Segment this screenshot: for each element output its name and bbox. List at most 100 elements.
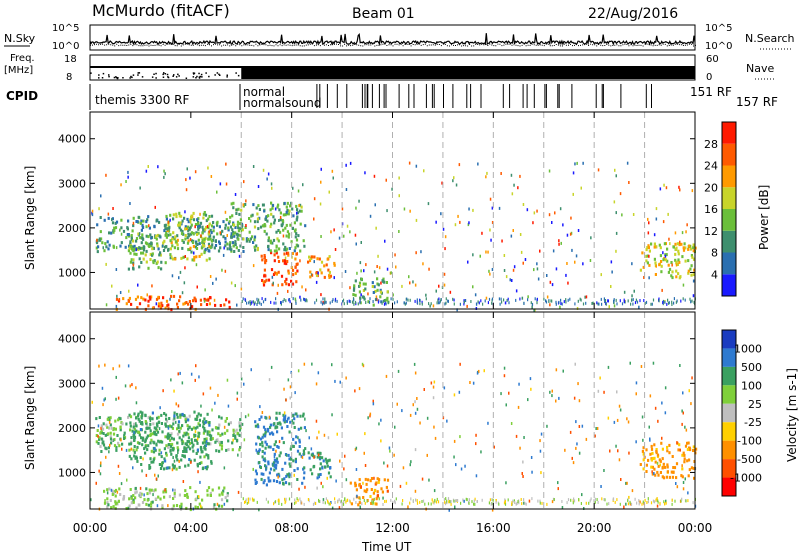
heatmap-cell xyxy=(171,255,173,259)
heatmap-cell xyxy=(165,233,168,237)
heatmap-cell xyxy=(647,497,649,501)
heatmap-cell xyxy=(101,386,104,390)
heatmap-cell xyxy=(143,498,146,502)
heatmap-cell xyxy=(380,300,383,304)
heatmap-cell xyxy=(285,419,288,423)
heatmap-cell xyxy=(468,501,470,505)
heatmap-cell xyxy=(491,301,493,305)
nave-dot xyxy=(90,72,92,74)
heatmap-cell xyxy=(532,221,534,225)
nave-dot xyxy=(101,77,104,79)
heatmap-cell xyxy=(319,202,322,206)
heatmap-cell xyxy=(500,297,502,301)
heatmap-cell xyxy=(294,441,297,445)
freq-trace xyxy=(90,66,695,80)
heatmap-cell xyxy=(444,500,446,504)
heatmap-cell xyxy=(232,428,235,432)
heatmap-cell xyxy=(504,301,507,305)
heatmap-cell xyxy=(276,430,279,434)
heatmap-cell xyxy=(491,221,494,224)
heatmap-cell xyxy=(514,501,516,504)
heatmap-cell xyxy=(149,233,152,237)
heatmap-cell xyxy=(279,230,282,234)
heatmap-cell xyxy=(129,384,131,388)
heatmap-cell xyxy=(688,389,690,393)
heatmap-cell xyxy=(187,239,190,243)
heatmap-cell xyxy=(141,469,143,473)
heatmap-cell xyxy=(106,488,109,492)
heatmap-cell xyxy=(138,265,141,269)
heatmap-cell xyxy=(115,246,118,250)
heatmap-cell xyxy=(262,280,265,284)
heatmap-cell xyxy=(687,247,690,251)
heatmap-cell xyxy=(177,404,180,408)
heatmap-cell xyxy=(206,442,209,445)
heatmap-cell xyxy=(157,233,160,237)
heatmap-cell xyxy=(123,434,126,438)
heatmap-cell xyxy=(293,249,296,253)
heatmap-cell xyxy=(328,274,331,278)
heatmap-cell xyxy=(202,431,205,435)
heatmap-cell xyxy=(138,503,141,507)
heatmap-cell xyxy=(112,432,116,436)
heatmap-cell xyxy=(316,257,319,261)
heatmap-cell xyxy=(518,501,520,505)
heatmap-cell xyxy=(178,226,181,230)
heatmap-cell xyxy=(241,300,243,303)
heatmap-cell xyxy=(184,442,187,446)
heatmap-cell xyxy=(333,228,335,232)
heatmap-cell xyxy=(219,246,222,250)
heatmap-cell xyxy=(510,422,513,425)
heatmap-cell xyxy=(533,268,535,272)
heatmap-cell xyxy=(305,429,307,433)
heatmap-cell xyxy=(258,216,261,220)
heatmap-cell xyxy=(132,494,135,497)
heatmap-cell xyxy=(175,467,178,471)
heatmap-cell xyxy=(266,219,269,223)
heatmap-cell xyxy=(111,493,114,496)
heatmap-cell xyxy=(674,499,676,503)
heatmap-cell xyxy=(271,283,274,287)
heatmap-cell xyxy=(149,297,152,301)
heatmap-cell xyxy=(274,500,276,504)
heatmap-cell xyxy=(113,228,116,232)
heatmap-cell xyxy=(369,479,372,483)
heatmap-cell xyxy=(260,254,263,258)
heatmap-cell xyxy=(224,240,227,244)
nsky-label: N.Sky xyxy=(4,32,36,45)
heatmap-cell xyxy=(414,371,417,375)
heatmap-cell xyxy=(659,471,662,474)
heatmap-cell xyxy=(177,372,179,376)
heatmap-cell xyxy=(284,497,286,501)
heatmap-cell xyxy=(135,386,137,390)
heatmap-cell xyxy=(156,430,160,434)
heatmap-cell xyxy=(301,285,303,289)
heatmap-cell xyxy=(239,244,242,248)
heatmap-cell xyxy=(205,298,208,302)
heatmap-cell xyxy=(419,299,421,303)
heatmap-cell xyxy=(405,301,407,305)
heatmap-cell xyxy=(289,223,292,227)
heatmap-cell xyxy=(229,215,232,219)
heatmap-cell xyxy=(301,481,304,485)
heatmap-cell xyxy=(365,482,368,486)
heatmap-cell xyxy=(275,301,277,305)
heatmap-cell xyxy=(652,361,655,365)
heatmap-cell xyxy=(232,434,235,437)
heatmap-cell xyxy=(326,464,329,468)
heatmap-cell xyxy=(308,436,310,440)
heatmap-cell xyxy=(310,447,313,451)
heatmap-cell xyxy=(135,429,138,433)
heatmap-cell xyxy=(407,505,409,509)
heatmap-cell xyxy=(167,227,171,231)
heatmap-cell xyxy=(257,300,259,304)
heatmap-cell xyxy=(273,422,276,426)
heatmap-cell xyxy=(654,473,657,477)
heatmap-cell xyxy=(193,458,196,462)
heatmap-cell xyxy=(216,438,219,442)
heatmap-cell xyxy=(491,268,494,271)
heatmap-cell xyxy=(173,414,176,418)
heatmap-cell xyxy=(109,499,112,502)
heatmap-cell xyxy=(196,441,199,445)
heatmap-cell xyxy=(114,494,117,498)
